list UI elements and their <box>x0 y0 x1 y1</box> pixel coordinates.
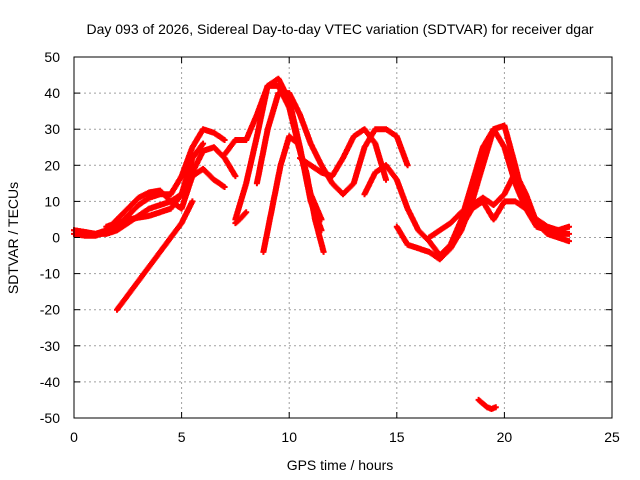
series-track-j <box>297 126 389 183</box>
x-tick-label: 20 <box>497 429 513 445</box>
x-tick-label: 15 <box>389 429 405 445</box>
series-track-n <box>447 198 562 252</box>
data-point-markers <box>260 133 327 255</box>
chart-title: Day 093 of 2026, Sidereal Day-to-day VTE… <box>86 21 593 37</box>
y-tick-label: -50 <box>40 410 60 426</box>
tick-layer: 0 5 10 15 20 25 -50 -40 -30 -20 -10 0 10 20 30 40 50 <box>40 49 620 445</box>
series-track-i <box>260 133 327 255</box>
y-tick-label: 40 <box>44 85 60 101</box>
x-axis-label: GPS time / hours <box>287 457 394 473</box>
x-tick-label: 5 <box>178 429 186 445</box>
x-tick-label: 0 <box>70 429 78 445</box>
y-tick-label: 0 <box>52 230 60 246</box>
series-track-o <box>475 396 499 412</box>
data-point-markers <box>103 140 207 230</box>
y-tick-label: 20 <box>44 157 60 173</box>
series-track-e <box>114 198 196 313</box>
data-point-markers <box>114 198 196 313</box>
data-point-markers <box>447 198 562 252</box>
series-track-p <box>232 209 250 227</box>
series-track-d <box>103 140 207 230</box>
y-tick-label: -20 <box>40 302 60 318</box>
data-point-markers <box>475 396 499 412</box>
y-tick-label: -10 <box>40 266 60 282</box>
y-tick-label: -30 <box>40 338 60 354</box>
y-tick-label: 50 <box>44 49 60 65</box>
data-point-markers <box>297 126 389 183</box>
y-tick-label: 10 <box>44 193 60 209</box>
y-tick-label: 30 <box>44 121 60 137</box>
y-tick-label: -40 <box>40 374 60 390</box>
y-axis-label: SDTVAR / TECUs <box>5 182 21 294</box>
data-point-markers <box>232 209 250 227</box>
x-tick-label: 25 <box>604 429 620 445</box>
x-tick-label: 10 <box>281 429 297 445</box>
data-layer <box>71 75 572 412</box>
